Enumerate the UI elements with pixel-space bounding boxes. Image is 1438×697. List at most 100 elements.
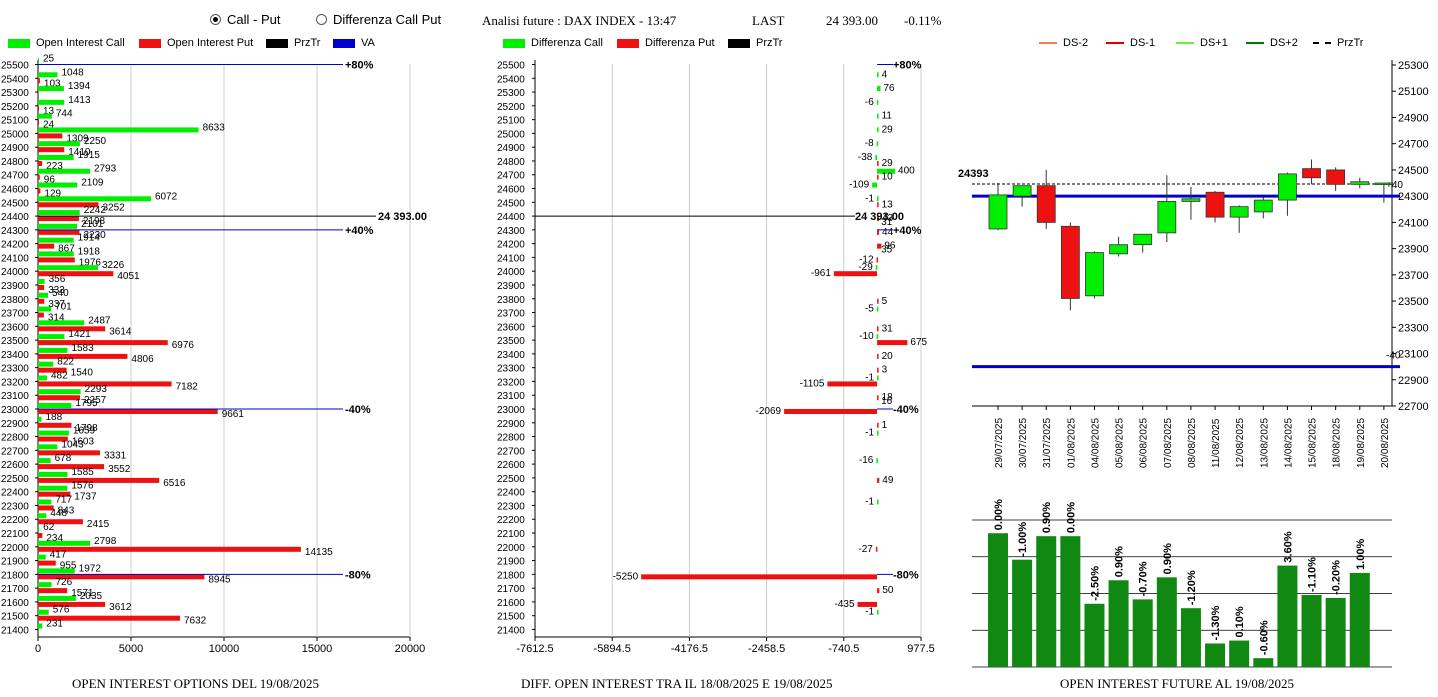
legend-chart3-ds-2: DS-2 bbox=[1039, 37, 1088, 49]
chart1-put-value: 2230 bbox=[83, 230, 106, 241]
chart1-strike-label: 23300 bbox=[1, 364, 29, 375]
chart2-call-bar bbox=[875, 154, 878, 160]
chart2-strike-label: 22400 bbox=[497, 488, 525, 499]
chart1-put-bar bbox=[38, 174, 40, 180]
chart1-call-value: 1972 bbox=[79, 563, 102, 574]
chart1-strike-label: 21900 bbox=[1, 557, 29, 568]
chart4-bar bbox=[1036, 536, 1057, 667]
chart1-put-value: 1798 bbox=[75, 423, 98, 434]
chart1-put-value: 2257 bbox=[84, 395, 107, 406]
chart1-put-value: 1309 bbox=[66, 133, 89, 144]
legend-line bbox=[1313, 42, 1331, 44]
chart1-call-bar bbox=[38, 458, 51, 464]
legend-label: Differenza Put bbox=[645, 37, 715, 49]
chart1-call-bar bbox=[38, 527, 40, 533]
chart2-strike-label: 25000 bbox=[497, 129, 525, 140]
chart2-put-bar bbox=[784, 409, 878, 414]
chart1-put-value: 6976 bbox=[172, 340, 195, 351]
chart2-strike-label: 23400 bbox=[497, 350, 525, 361]
chart2-call-value: 11 bbox=[882, 111, 893, 122]
chart3-y-tick-label: 24700 bbox=[1398, 139, 1429, 151]
chart1-put-value: 3331 bbox=[104, 450, 127, 461]
chart3-candle-body bbox=[1133, 233, 1153, 246]
chart2-call-bar bbox=[877, 127, 879, 133]
chart1-va-label: +40% bbox=[345, 225, 374, 237]
chart2-call-value: -1 bbox=[865, 193, 874, 204]
radio-differenza[interactable]: Differenza Call Put bbox=[316, 12, 441, 27]
chart1-put-value: 333 bbox=[48, 285, 65, 296]
chart2-x-tick-label: -740.5 bbox=[828, 643, 859, 655]
chart1-put-bar bbox=[38, 312, 44, 318]
chart4-bar-label: 1.00% bbox=[1355, 539, 1367, 570]
legend-label: DS-2 bbox=[1063, 37, 1089, 49]
chart1-call-value: 231 bbox=[46, 618, 63, 629]
legend-label: PrzTr bbox=[1337, 37, 1364, 49]
chart1-call-bar bbox=[38, 210, 80, 216]
chart2-put-bar bbox=[877, 588, 880, 594]
chart1-x-tick-label: 0 bbox=[35, 643, 41, 655]
chart3-date-label: 14/08/2025 bbox=[1283, 418, 1294, 468]
chart1-call-value: 482 bbox=[51, 370, 68, 381]
chart1-strike-label: 22200 bbox=[1, 515, 29, 526]
chart2-put-value: 31 bbox=[882, 323, 894, 334]
legend-chart3-przTr: PrzTr bbox=[1313, 37, 1363, 49]
legend-chart3-ds+1: DS+1 bbox=[1176, 37, 1228, 49]
chart1-call-value: 1914 bbox=[78, 233, 101, 244]
chart1-put-bar bbox=[38, 395, 80, 401]
chart1-put-bar bbox=[38, 560, 56, 566]
chart1-strike-label: 23700 bbox=[1, 309, 29, 320]
chart1-put-bar bbox=[38, 78, 40, 84]
chart1-strike-label: 25200 bbox=[1, 102, 29, 113]
chart2-call-bar bbox=[877, 113, 879, 119]
chart1-put-bar bbox=[38, 450, 100, 456]
chart2-strike-label: 22200 bbox=[497, 515, 525, 526]
radio-differenza-label: Differenza Call Put bbox=[333, 12, 442, 27]
chart1-put-value: 13 bbox=[43, 106, 55, 117]
chart1-va-label: -40% bbox=[345, 404, 371, 416]
chart2-call-bar bbox=[876, 99, 879, 105]
chart1-va-label: -80% bbox=[345, 569, 371, 581]
chart3-candle-body bbox=[1326, 169, 1346, 185]
radio-call-put[interactable]: Call - Put bbox=[210, 12, 280, 27]
chart4-bar bbox=[1229, 640, 1250, 667]
legend-chart1-przTr: PrzTr bbox=[266, 37, 320, 49]
chart3-y-tick-label: 22900 bbox=[1398, 375, 1429, 387]
chart1-call-bar bbox=[38, 265, 99, 271]
last-value: 24 393.00 bbox=[826, 13, 878, 28]
chart1-put-bar bbox=[38, 505, 54, 511]
chart1-put-value: 3252 bbox=[102, 202, 125, 213]
chart2-strike-label: 21700 bbox=[497, 584, 525, 595]
chart2-call-value: -1 bbox=[865, 372, 874, 383]
chart1-call-value: 540 bbox=[52, 288, 69, 299]
chart1-call-bar bbox=[38, 113, 52, 119]
chart1-put-bar bbox=[38, 160, 43, 166]
chart2-put-bar bbox=[833, 271, 878, 277]
chart1-call-value: 678 bbox=[55, 453, 72, 464]
chart2-call-value: 29 bbox=[882, 124, 894, 135]
chart3-candle-body bbox=[1109, 244, 1128, 255]
chart2-put-bar bbox=[641, 574, 878, 580]
chart3-candle-body bbox=[1205, 191, 1225, 218]
chart2-put-value: -12 bbox=[859, 254, 874, 265]
chart4-bar bbox=[988, 533, 1008, 667]
chart1-call-value: 188 bbox=[45, 412, 62, 423]
chart1-put-bar bbox=[38, 464, 105, 470]
chart2-strike-label: 22100 bbox=[497, 529, 525, 540]
legend-chart3-ds-1: DS-1 bbox=[1106, 37, 1155, 49]
chart2-call-value: -1 bbox=[865, 496, 874, 507]
chart1-call-value: 744 bbox=[56, 109, 73, 120]
chart1-call-value: 62 bbox=[43, 522, 55, 533]
chart2-put-value: -2069 bbox=[756, 406, 782, 417]
chart1-put-value: 1571 bbox=[71, 588, 94, 599]
chart3-y-tick-label: 23300 bbox=[1398, 322, 1429, 334]
chart1-strike-label: 23600 bbox=[1, 322, 29, 333]
chart1-strike-label: 24300 bbox=[1, 226, 29, 237]
chart4-bar-label: 0.90% bbox=[1114, 546, 1126, 577]
chart2-strike-label: 25500 bbox=[497, 61, 525, 72]
chart1-call-bar bbox=[38, 154, 74, 160]
chart2-call-bar bbox=[877, 499, 879, 505]
legend-swatch bbox=[503, 38, 525, 48]
chart2-strike-label: 23300 bbox=[497, 364, 525, 375]
chart4-bar-label: 0.10% bbox=[1234, 606, 1246, 637]
chart1-strike-label: 24900 bbox=[1, 143, 29, 154]
